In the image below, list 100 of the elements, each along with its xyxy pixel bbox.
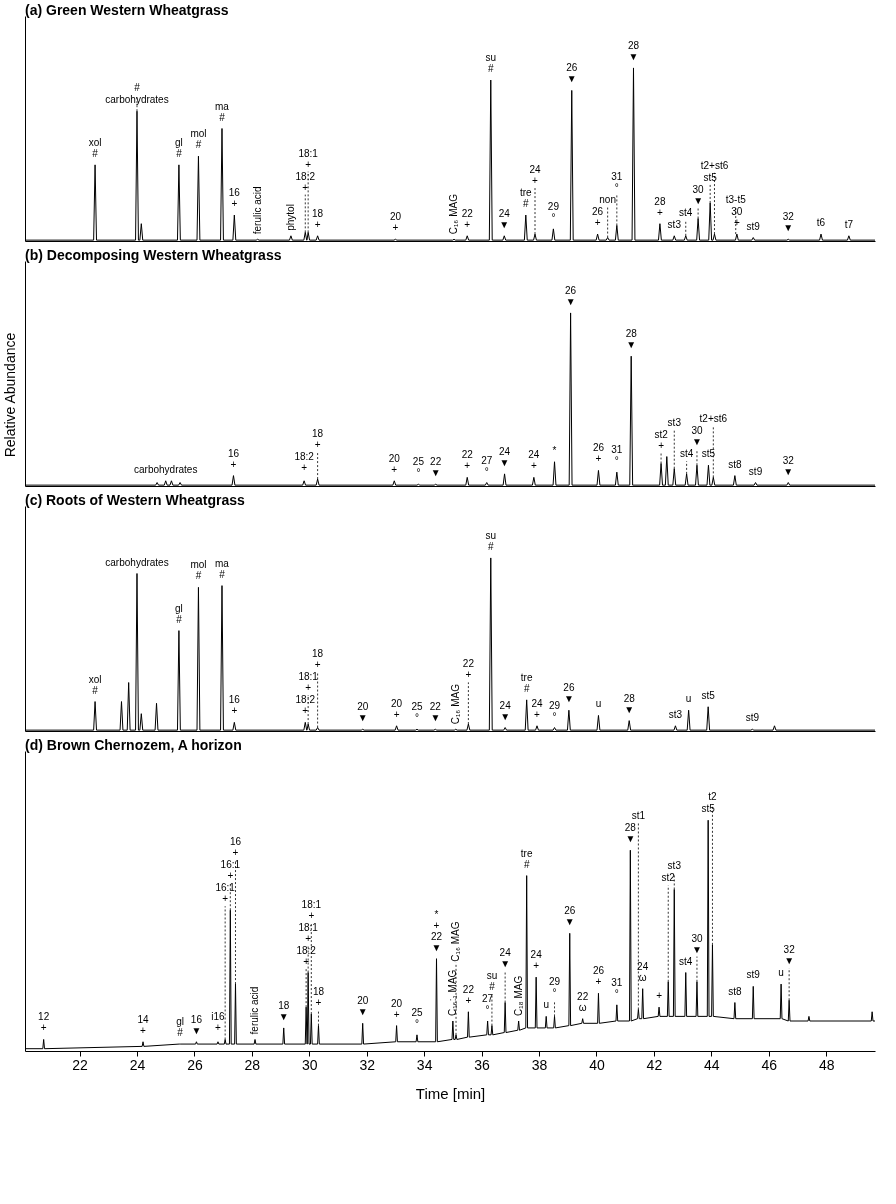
x-tick-label: 42 [646, 1056, 663, 1073]
annotation: st9 [746, 220, 761, 232]
x-axis-title: Time [min] [415, 1084, 486, 1102]
x-tick-label: 32 [359, 1056, 376, 1073]
annotation: t7 [844, 218, 854, 230]
annotation: 24 ▼ [499, 445, 511, 468]
annotation: u [778, 967, 784, 979]
annotation: st4 [679, 955, 693, 967]
annotation: u [685, 693, 692, 705]
annotation: mol # [190, 128, 207, 151]
annotation: 18:2 + [295, 694, 316, 717]
annotation: gl # [176, 1016, 184, 1039]
annotation: tre # [520, 671, 533, 694]
annotation: t3-t5 [725, 194, 747, 206]
annotation: 22 + [462, 658, 475, 681]
annotation: st2 + [654, 428, 669, 451]
annotation: # [134, 82, 141, 94]
x-tick-label: 38 [531, 1056, 548, 1073]
annotation: 26 + [592, 206, 604, 229]
annotation: 14 + [137, 1013, 150, 1036]
annotation: 31 ° [611, 976, 623, 999]
annotation: 26 ▼ [565, 284, 577, 307]
annotation: non [599, 194, 616, 206]
annotation: 28 ▼ [623, 692, 636, 715]
chart-title: (d) Brown Chernozem, A horizon [25, 737, 242, 753]
annotation: u [543, 999, 549, 1011]
annotation: * + 22 ▼ [430, 908, 443, 953]
annotation: 22 ω [577, 990, 589, 1013]
annotation: st3 [667, 218, 682, 230]
annotation: 24 ▼ [499, 699, 512, 722]
annotation: gl # [175, 136, 183, 159]
annotation: 20 + [388, 452, 401, 475]
annotation: 22 ▼ [430, 456, 442, 479]
annotation: 18 + [312, 428, 324, 451]
annotation: 25 ° [411, 1006, 423, 1029]
annotation: 30 ▼ [692, 183, 705, 206]
chart-title: (c) Roots of Western Wheatgrass [25, 492, 246, 508]
annotation: st2 [661, 872, 676, 884]
annotation: st4 [679, 448, 694, 460]
annotation: st3 [668, 708, 683, 720]
annotation: tre # [519, 187, 533, 210]
annotation: 30 + [731, 206, 743, 229]
annotation: st9 [746, 969, 761, 981]
annotation: 26 ▼ [564, 905, 576, 928]
annotation: st3 [667, 860, 682, 872]
annotation: C₁₈ MAG [512, 975, 524, 1016]
annotation: 24 ▼ [499, 947, 512, 969]
annotation: 22 + [461, 207, 474, 230]
x-tick-label: 48 [818, 1056, 835, 1073]
annotation: st3 [667, 416, 682, 428]
annotation: st8 [728, 458, 742, 470]
annotation: 22 + [461, 449, 474, 472]
annotation: st9 [745, 712, 760, 724]
annotation: 28 ▼ [624, 822, 637, 845]
annotation: 24 + [531, 697, 544, 720]
annotation: su # [485, 529, 497, 552]
annotation: 16 + [229, 836, 242, 859]
annotation: 27 ° [482, 993, 494, 1015]
annotation: 26 ▼ [563, 682, 575, 705]
annotation: 18:2 + [294, 451, 315, 474]
annotation: t2 [708, 791, 718, 803]
annotation: 18 + [312, 986, 325, 1009]
annotation: 25 ° [412, 456, 425, 479]
annotation: phytol [284, 204, 296, 231]
annotation: carbohydrates [105, 94, 169, 106]
annotation: st5 [703, 171, 718, 183]
annotation: C₁₆:₁ MAG [446, 969, 458, 1016]
annotation: 16 + [228, 187, 241, 210]
annotation: 26 + [592, 965, 605, 988]
annotation: * [552, 444, 557, 456]
annotation: 32 ▼ [782, 211, 795, 234]
x-tick-label: 46 [761, 1056, 778, 1073]
annotation: su # [485, 52, 497, 75]
x-tick-label: 40 [589, 1056, 605, 1073]
annotation: xol # [88, 136, 102, 159]
annotation: st5 [701, 448, 716, 460]
annotation: 18:1 + [298, 921, 319, 944]
annotation: 18 + [312, 207, 324, 230]
chart-title: (b) Decomposing Western Wheatgrass [25, 247, 282, 263]
annotation: 16 ▼ [190, 1013, 203, 1036]
annotation: 28 ▼ [627, 39, 640, 62]
annotation: 18:2 + [296, 944, 317, 967]
annotation: 16 + [227, 447, 240, 470]
annotation: 30 ▼ [691, 932, 703, 955]
x-tick-label: 44 [704, 1056, 720, 1073]
annotation: 22 ▼ [429, 701, 442, 724]
annotation: st9 [748, 465, 763, 477]
annotation: 24 + [530, 949, 543, 972]
annotation: st5 [701, 803, 716, 815]
annotation: 24 ω [637, 960, 649, 983]
annotation: 20 ▼ [357, 701, 369, 724]
annotation: 16:1 + [215, 882, 236, 905]
x-tick-label: 36 [474, 1056, 491, 1073]
annotation: t6 [816, 217, 826, 229]
x-tick-label: 34 [416, 1056, 433, 1073]
annotation: carbohydrates [105, 556, 169, 568]
annotation: C₁₆ MAG [449, 683, 461, 725]
annotation: ferulic acid [249, 986, 261, 1035]
annotation: 25 ° [411, 701, 423, 724]
annotation: 32 ▼ [782, 454, 795, 477]
